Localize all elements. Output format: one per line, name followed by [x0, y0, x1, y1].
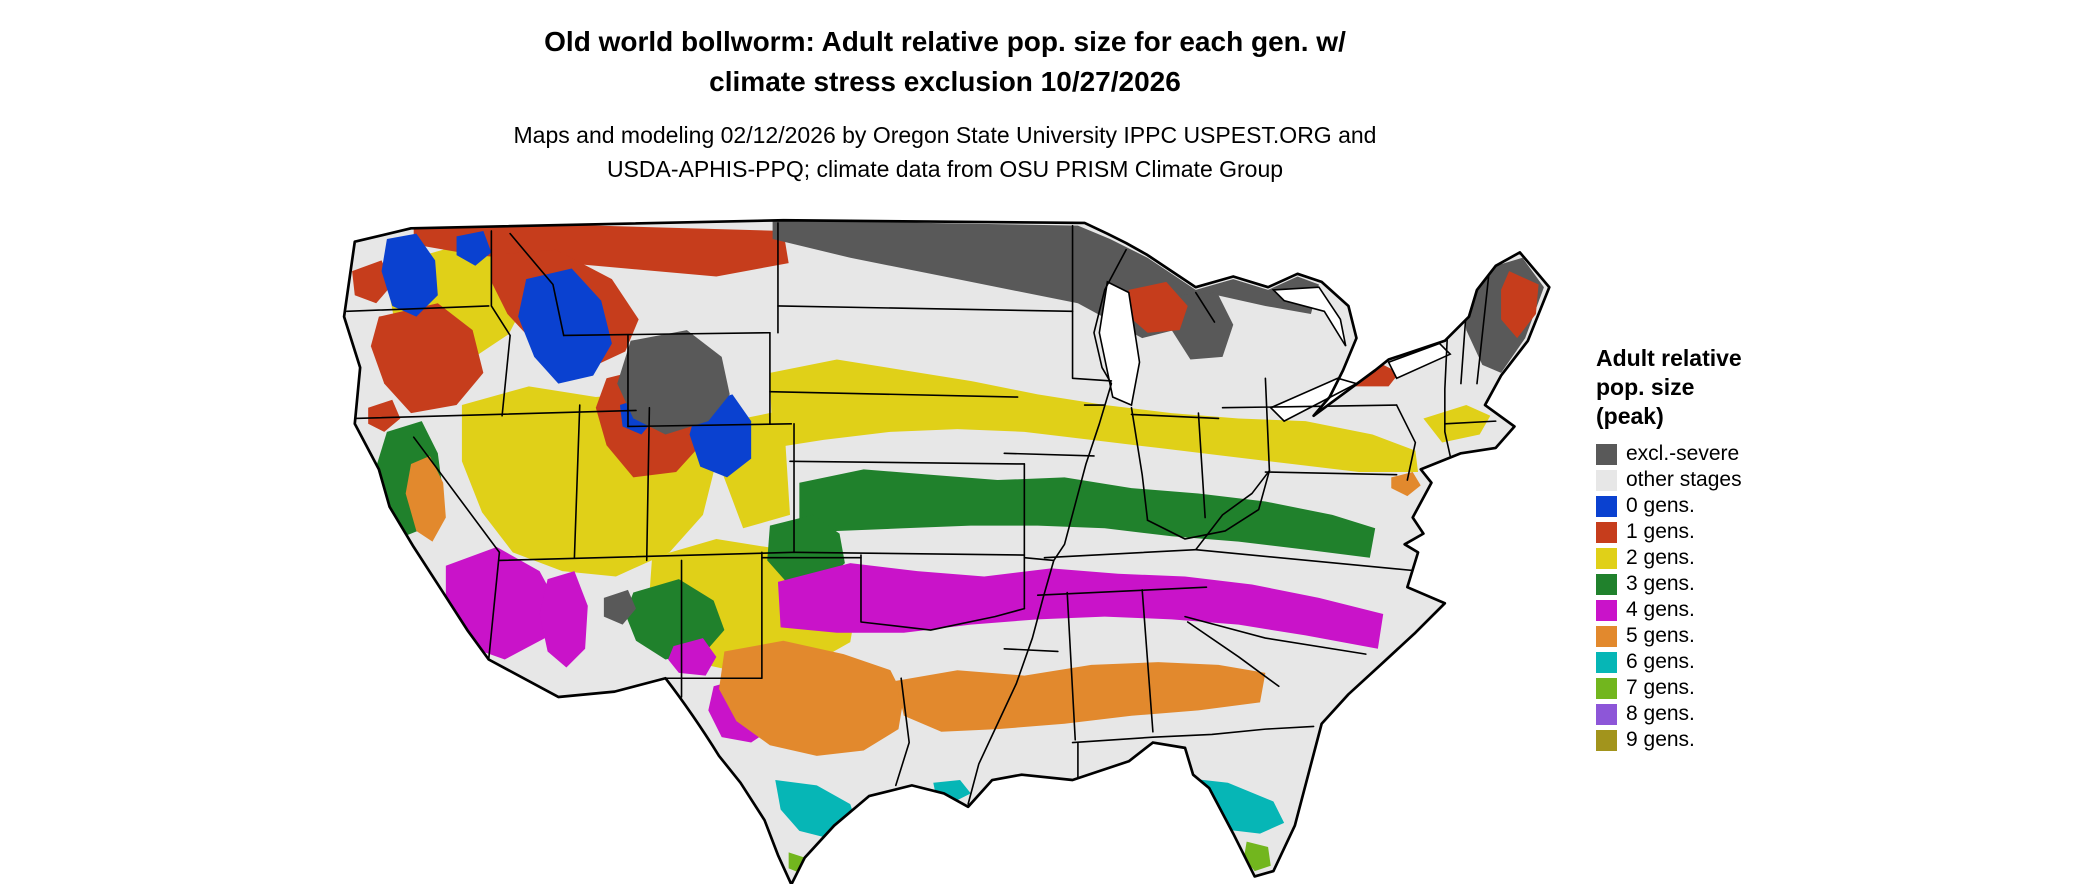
- legend-item-9-gens: 9 gens.: [1596, 729, 1826, 751]
- legend-title-line2: pop. size: [1596, 374, 1695, 400]
- legend-swatch: [1596, 651, 1617, 673]
- legend-swatch: [1596, 703, 1617, 725]
- legend-label: 1 gens.: [1626, 520, 1695, 543]
- legend-swatch: [1596, 599, 1617, 621]
- legend-item-4-gens: 4 gens.: [1596, 599, 1826, 621]
- map-title: Old world bollworm: Adult relative pop. …: [0, 22, 1890, 102]
- legend-label: 7 gens.: [1626, 676, 1695, 699]
- map-subtitle-line1: Maps and modeling 02/12/2026 by Oregon S…: [513, 122, 1377, 148]
- legend-item-0-gens: 0 gens.: [1596, 495, 1826, 517]
- legend-swatch: [1596, 521, 1617, 543]
- legend-item-1-gens: 1 gens.: [1596, 521, 1826, 543]
- legend-item-3-gens: 3 gens.: [1596, 573, 1826, 595]
- legend-label: excl.-severe: [1626, 442, 1740, 465]
- legend-swatch: [1596, 443, 1617, 465]
- legend-item-5-gens: 5 gens.: [1596, 625, 1826, 647]
- map-title-line1: Old world bollworm: Adult relative pop. …: [544, 26, 1346, 57]
- legend-label: 5 gens.: [1626, 624, 1695, 647]
- us-map-svg: [342, 218, 1551, 886]
- legend-swatch: [1596, 625, 1617, 647]
- legend-item-6-gens: 6 gens.: [1596, 651, 1826, 673]
- legend-label: other stages: [1626, 468, 1742, 491]
- legend-swatch: [1596, 677, 1617, 699]
- legend-title-line3: (peak): [1596, 403, 1664, 429]
- map-lakes: [1098, 280, 1452, 423]
- legend-item-2-gens: 2 gens.: [1596, 547, 1826, 569]
- map-subtitle-line2: USDA-APHIS-PPQ; climate data from OSU PR…: [606, 156, 1284, 182]
- legend: Adult relative pop. size (peak) excl.-se…: [1596, 344, 1826, 751]
- legend-label: 8 gens.: [1626, 702, 1695, 725]
- us-outline: [342, 218, 1551, 886]
- legend-label: 6 gens.: [1626, 650, 1695, 673]
- legend-swatch: [1596, 573, 1617, 595]
- legend-label: 4 gens.: [1626, 598, 1695, 621]
- legend-title-line1: Adult relative: [1596, 345, 1742, 371]
- legend-item-other-stages: other stages: [1596, 469, 1826, 491]
- legend-item-excl-severe: excl.-severe: [1596, 443, 1826, 465]
- legend-title: Adult relative pop. size (peak): [1596, 344, 1826, 431]
- legend-label: 2 gens.: [1626, 546, 1695, 569]
- map-state-borders: [345, 222, 1497, 805]
- legend-swatch: [1596, 547, 1617, 569]
- legend-item-7-gens: 7 gens.: [1596, 677, 1826, 699]
- legend-label: 0 gens.: [1626, 494, 1695, 517]
- map-title-line2: climate stress exclusion 10/27/2026: [709, 66, 1181, 97]
- legend-items: excl.-severe other stages 0 gens. 1 gens…: [1596, 443, 1826, 751]
- us-generation-map: [328, 206, 1560, 886]
- legend-swatch: [1596, 495, 1617, 517]
- map-fill-regions: [344, 220, 1550, 884]
- legend-swatch: [1596, 729, 1617, 751]
- legend-label: 3 gens.: [1626, 572, 1695, 595]
- map-subtitle: Maps and modeling 02/12/2026 by Oregon S…: [0, 118, 1890, 186]
- legend-item-8-gens: 8 gens.: [1596, 703, 1826, 725]
- legend-label: 9 gens.: [1626, 728, 1695, 751]
- legend-swatch: [1596, 469, 1617, 491]
